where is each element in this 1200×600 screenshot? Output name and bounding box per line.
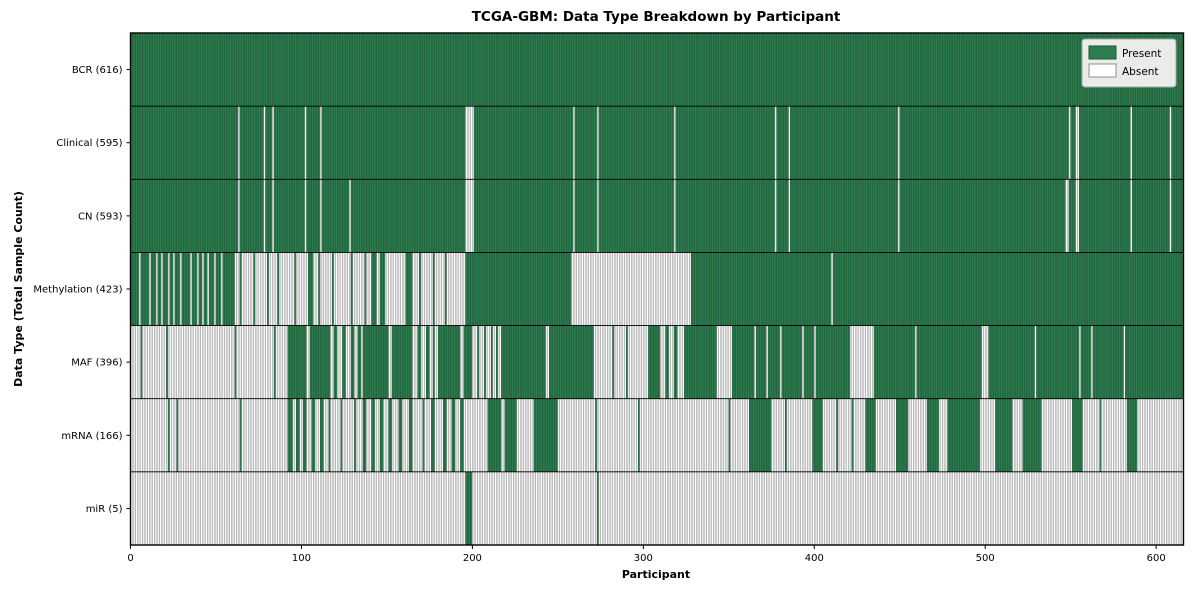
legend-absent-swatch: [1088, 63, 1117, 78]
y-tick-label-BCR: BCR (616): [72, 65, 123, 76]
row-bars-BCR: [130, 32, 1184, 107]
legend-absent-label: Absent: [1122, 66, 1159, 78]
bars-layer: [130, 32, 1184, 546]
row-separators: [130, 105, 1184, 473]
x-tick-label-600: 600: [1147, 553, 1166, 564]
y-tick-label-mRNA: mRNA (166): [61, 431, 122, 442]
row-bars-CN: [130, 179, 1184, 253]
row-bars-mRNA: [130, 398, 1184, 473]
chart-title: TCGA-GBM: Data Type Breakdown by Partici…: [472, 9, 841, 25]
x-tick-label-100: 100: [292, 553, 311, 564]
legend: Present Absent: [1081, 38, 1177, 88]
row-bars-MAF: [130, 325, 1184, 399]
x-tick-label-0: 0: [127, 553, 133, 564]
y-tick-labels: BCR (616) Clinical (595) CN (593) Methylati…: [33, 65, 122, 515]
legend-present-swatch: [1088, 45, 1117, 60]
axis-ticks: [126, 69, 1157, 549]
y-tick-label-CN: CN (593): [78, 211, 123, 222]
legend-present-label: Present: [1122, 48, 1161, 60]
x-tick-label-500: 500: [976, 553, 995, 564]
row-bars-Clinical: [130, 105, 1184, 180]
y-tick-label-miR: miR (5): [86, 504, 123, 515]
y-tick-label-Clinical: Clinical (595): [56, 138, 122, 149]
x-tick-label-200: 200: [463, 553, 482, 564]
y-tick-label-MAF: MAF (396): [71, 358, 122, 369]
x-axis-label: Participant: [622, 568, 690, 581]
x-tick-label-300: 300: [634, 553, 653, 564]
x-tick-label-400: 400: [805, 553, 824, 564]
y-axis-label: Data Type (Total Sample Count): [12, 191, 25, 387]
row-bars-Methylation: [130, 252, 1184, 326]
y-tick-label-Methylation: Methylation (423): [33, 285, 122, 296]
row-bars-miR: [130, 471, 1184, 546]
x-tick-labels: 0 100 200 300 400 500 600: [127, 553, 1165, 564]
